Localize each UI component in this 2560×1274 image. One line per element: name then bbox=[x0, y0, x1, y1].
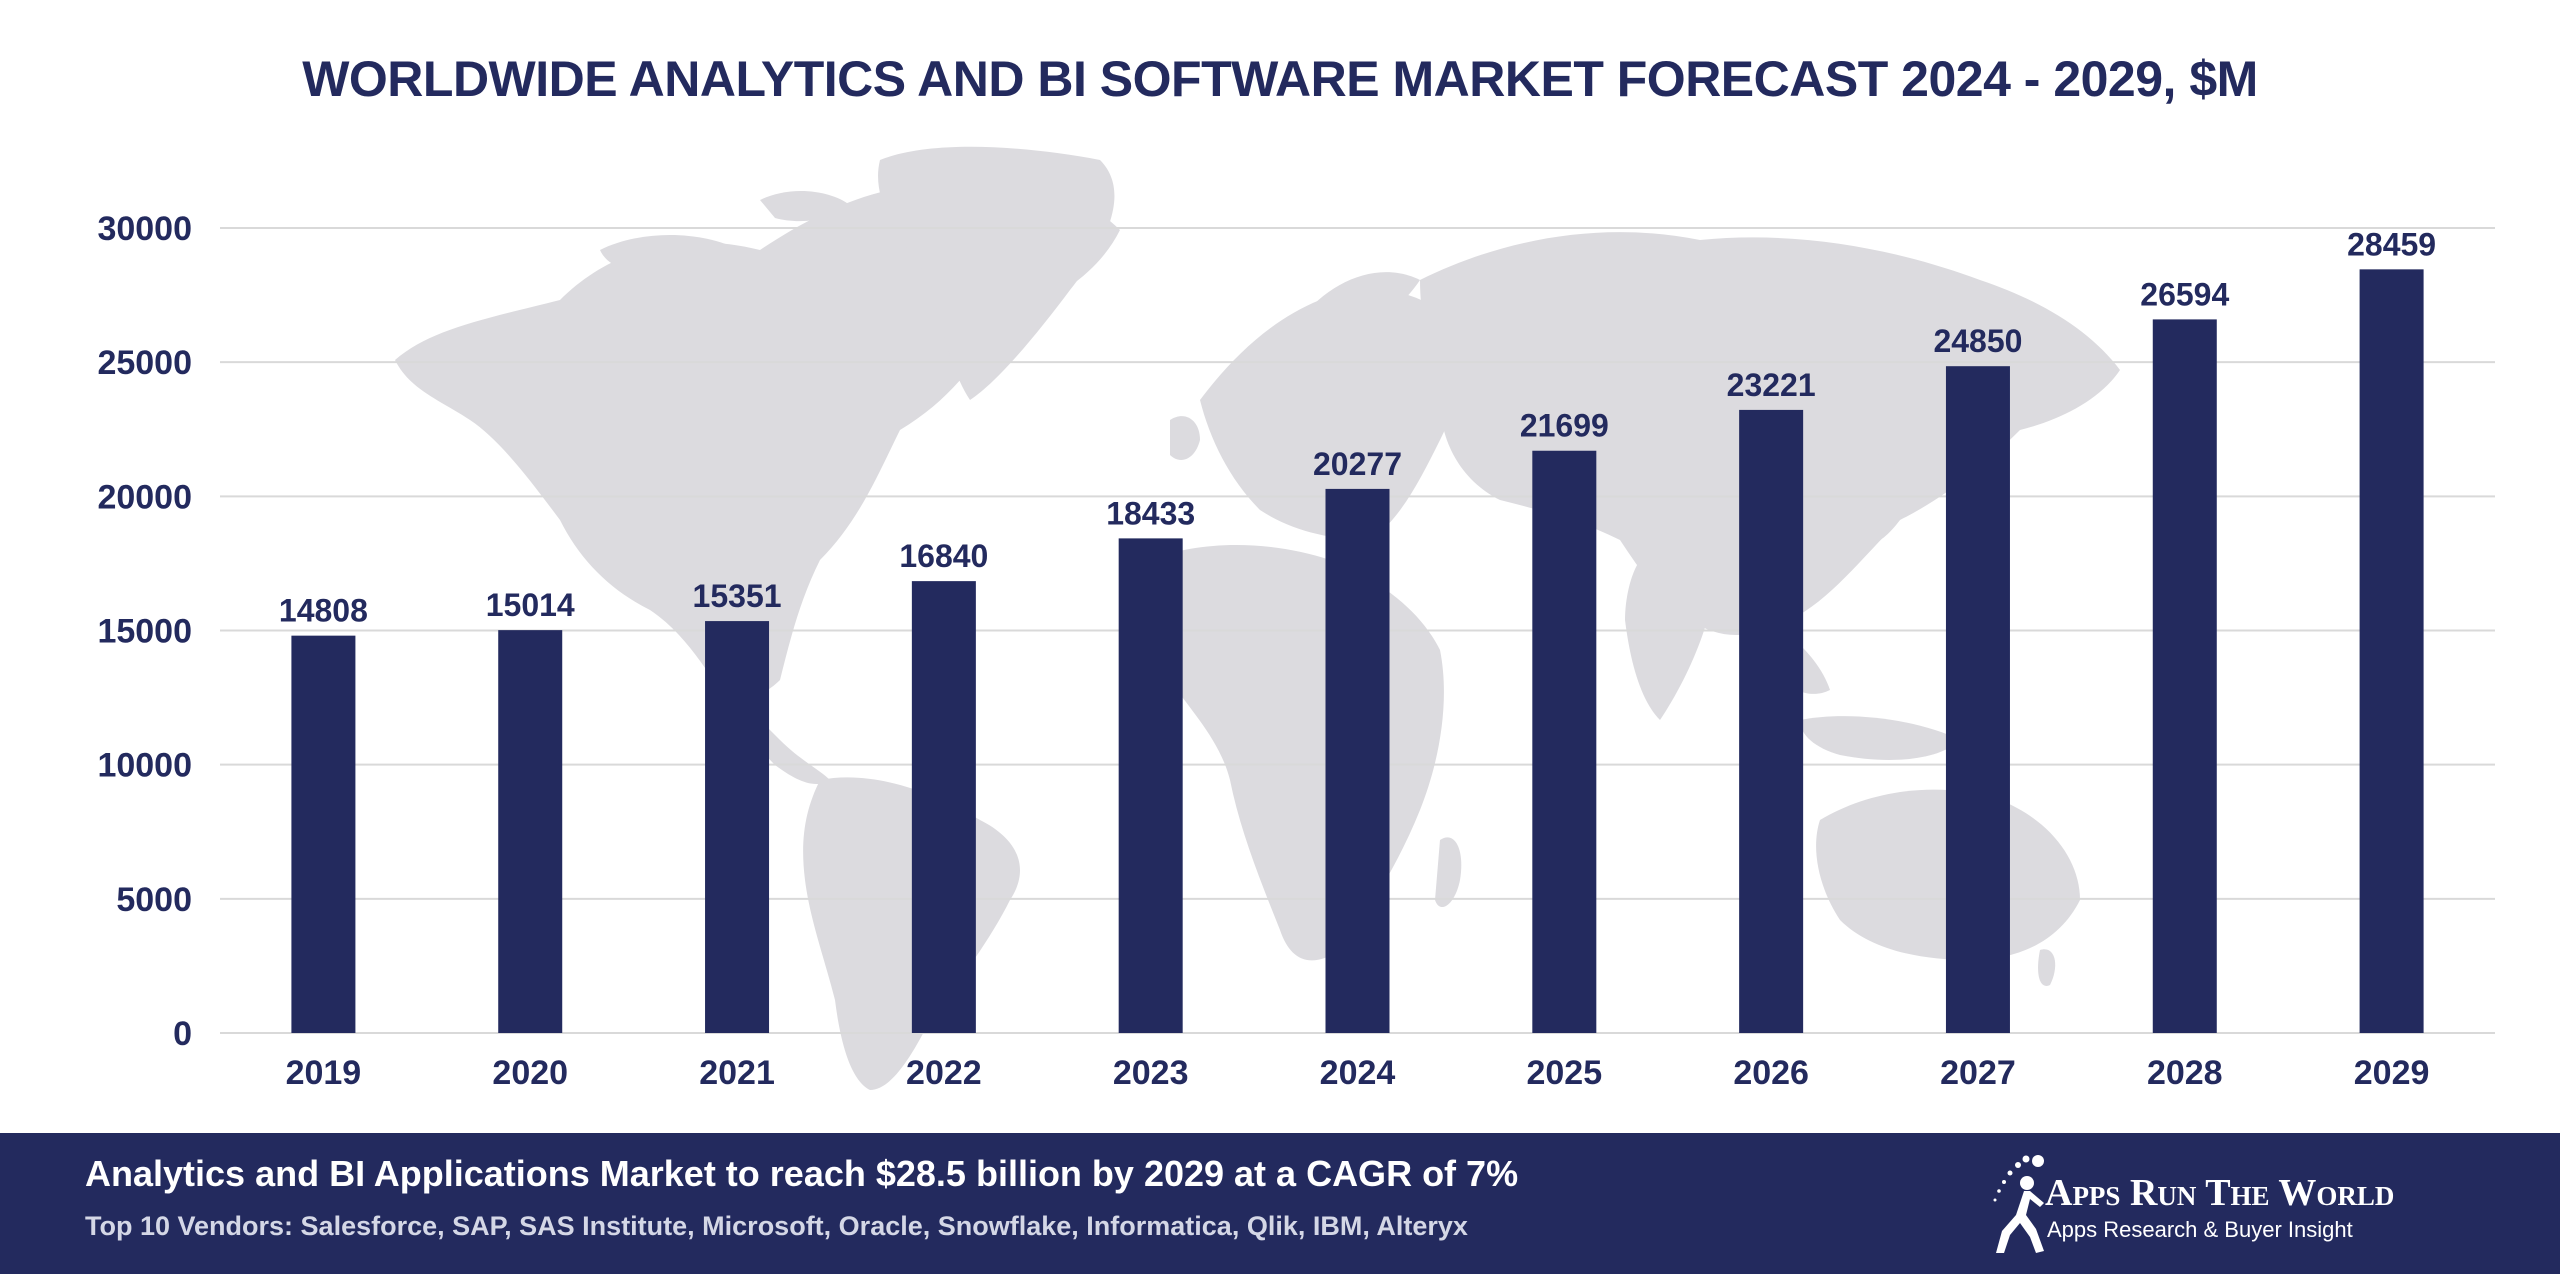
bar-2027 bbox=[1945, 366, 2010, 1034]
brand-tagline: Apps Research & Buyer Insight bbox=[2047, 1217, 2353, 1242]
y-tick-label: 30000 bbox=[97, 210, 192, 248]
bar-2028 bbox=[2152, 319, 2217, 1033]
data-label: 15014 bbox=[486, 587, 575, 623]
brand-logo: Apps Run The World Apps Research & Buyer… bbox=[1980, 1153, 2500, 1263]
data-label: 18433 bbox=[1106, 495, 1195, 531]
y-tick-label: 5000 bbox=[116, 881, 192, 919]
footer-headline: Analytics and BI Applications Market to … bbox=[85, 1153, 1519, 1194]
x-tick-label: 2027 bbox=[1940, 1054, 2016, 1092]
bar-2019 bbox=[291, 635, 356, 1033]
x-tick-label: 2023 bbox=[1113, 1054, 1189, 1092]
y-tick-label: 10000 bbox=[97, 747, 192, 785]
data-label: 15351 bbox=[693, 578, 782, 614]
x-tick-label: 2028 bbox=[2147, 1054, 2223, 1092]
data-label: 21699 bbox=[1520, 408, 1609, 444]
world-map-background bbox=[395, 146, 2120, 1090]
x-tick-label: 2026 bbox=[1733, 1054, 1809, 1092]
data-label: 28459 bbox=[2347, 226, 2436, 262]
y-tick-label: 15000 bbox=[97, 613, 192, 651]
data-label: 23221 bbox=[1727, 367, 1816, 403]
data-labels: 14808 15014 15351 16840 18433 20277 21699 23221… bbox=[279, 226, 2436, 628]
y-tick-label: 20000 bbox=[97, 478, 192, 516]
chart-title: WORLDWIDE ANALYTICS AND BI SOFTWARE MARK… bbox=[302, 51, 2258, 107]
x-tick-label: 2024 bbox=[1320, 1054, 1396, 1092]
bar-2025 bbox=[1532, 450, 1597, 1033]
x-tick-label: 2020 bbox=[492, 1054, 568, 1092]
bar-chart: 0 5000 10000 15000 20000 25000 30000 14808 1501… bbox=[97, 146, 2495, 1092]
x-tick-label: 2025 bbox=[1526, 1054, 1602, 1092]
bars bbox=[291, 269, 2424, 1034]
data-label: 14808 bbox=[279, 593, 368, 629]
bar-2021 bbox=[705, 621, 770, 1033]
x-tick-label: 2021 bbox=[699, 1054, 775, 1092]
x-tick-label: 2022 bbox=[906, 1054, 982, 1092]
data-label: 20277 bbox=[1313, 446, 1402, 482]
x-axis-tick-labels: 2019 2020 2021 2022 2023 2024 2025 2026 2027 2028… bbox=[286, 1054, 2430, 1092]
footer-banner: Analytics and BI Applications Market to … bbox=[0, 1133, 2560, 1274]
running-figure-icon bbox=[1993, 1155, 2044, 1253]
x-tick-label: 2019 bbox=[286, 1054, 362, 1092]
brand-name: Apps Run The World bbox=[2045, 1172, 2395, 1214]
y-tick-label: 25000 bbox=[97, 344, 192, 382]
data-label: 24850 bbox=[1933, 323, 2022, 359]
data-label: 26594 bbox=[2140, 276, 2229, 312]
bar-2026 bbox=[1739, 409, 1804, 1033]
bar-2024 bbox=[1325, 488, 1390, 1033]
bar-2029 bbox=[2359, 269, 2424, 1033]
x-tick-label: 2029 bbox=[2354, 1054, 2430, 1092]
y-axis-tick-labels: 0 5000 10000 15000 20000 25000 30000 bbox=[97, 210, 192, 1053]
data-label: 16840 bbox=[899, 538, 988, 574]
bar-2022 bbox=[911, 581, 976, 1033]
bar-2023 bbox=[1118, 538, 1183, 1033]
footer-vendors: Top 10 Vendors: Salesforce, SAP, SAS Ins… bbox=[85, 1211, 1468, 1241]
bar-2020 bbox=[498, 630, 563, 1033]
y-tick-label: 0 bbox=[173, 1015, 192, 1053]
